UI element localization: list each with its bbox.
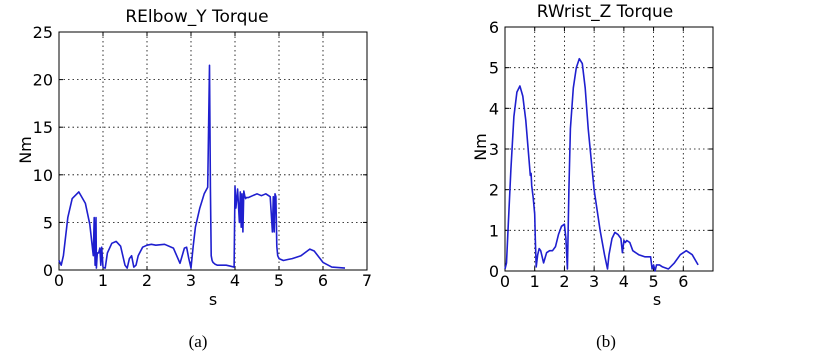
chart-b-y-tick-labels: 0 1 2 3 4 5 6 — [489, 18, 499, 281]
y-tick-label: 0 — [43, 261, 53, 280]
x-tick-label: 2 — [142, 271, 152, 290]
x-tick-label: 4 — [230, 271, 240, 290]
chart-b-ticks — [504, 26, 713, 272]
x-tick-label: 1 — [98, 271, 108, 290]
chart-a-series-line — [58, 64, 346, 269]
x-tick-label: 2 — [559, 272, 569, 291]
chart-a-caption: (a) — [189, 332, 208, 351]
chart-a-y-tick-labels: 0 5 10 15 20 25 — [33, 23, 53, 280]
chart-a-ticks — [58, 31, 368, 271]
y-tick-label: 4 — [489, 99, 499, 118]
x-tick-label: 0 — [54, 271, 64, 290]
x-tick-label: 6 — [678, 272, 688, 291]
y-tick-label: 10 — [33, 166, 53, 185]
x-tick-label: 1 — [530, 272, 540, 291]
chart-b-series-line — [504, 57, 699, 272]
chart-a-plot-area — [58, 31, 368, 271]
y-tick-label: 5 — [43, 213, 53, 232]
y-tick-label: 15 — [33, 118, 53, 137]
y-tick-label: 5 — [489, 59, 499, 78]
chart-a-y-axis-label: Nm — [16, 136, 35, 164]
chart-b-title: RWrist_Z Torque — [537, 2, 674, 22]
y-tick-label: 1 — [489, 221, 499, 240]
chart-a-x-tick-labels: 0 1 2 3 4 5 6 7 — [54, 271, 372, 290]
chart-a-title: RElbow_Y Torque — [125, 7, 268, 27]
chart-b-caption: (b) — [596, 332, 616, 351]
y-tick-label: 25 — [33, 23, 53, 42]
chart-a: RElbow_Y Torque 0 1 2 3 4 5 6 7 0 5 10 15 20 25 s Nm… — [16, 7, 372, 351]
x-tick-label: 5 — [648, 272, 658, 291]
x-tick-label: 0 — [500, 272, 510, 291]
x-tick-label: 3 — [186, 271, 196, 290]
chart-b-grid — [505, 27, 713, 271]
chart-b-x-axis-label: s — [653, 290, 661, 309]
x-tick-label: 7 — [362, 271, 372, 290]
x-tick-label: 6 — [318, 271, 328, 290]
x-tick-label: 5 — [274, 271, 284, 290]
chart-a-grid — [59, 32, 367, 270]
y-tick-label: 6 — [489, 18, 499, 37]
x-tick-label: 4 — [619, 272, 629, 291]
y-tick-label: 3 — [489, 140, 499, 159]
y-tick-label: 0 — [489, 262, 499, 281]
x-tick-label: 3 — [589, 272, 599, 291]
chart-b-y-axis-label: Nm — [471, 133, 490, 161]
chart-a-x-axis-label: s — [209, 290, 217, 309]
y-tick-label: 20 — [33, 71, 53, 90]
y-tick-label: 2 — [489, 181, 499, 200]
